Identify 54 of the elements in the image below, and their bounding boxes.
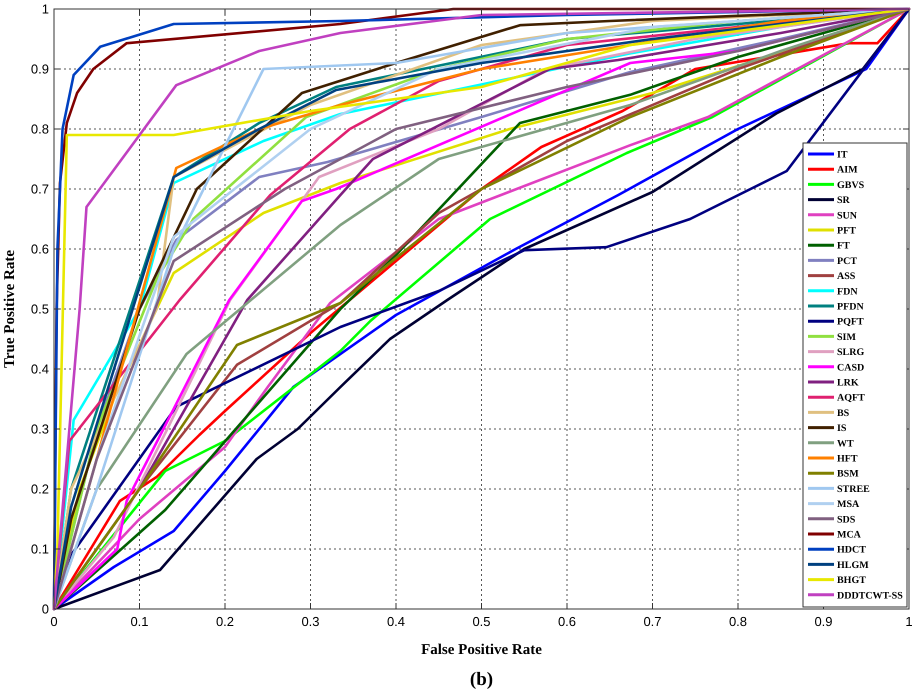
y-axis-title: True Positive Rate [2,250,18,368]
x-tick-label: 0.9 [814,614,833,629]
y-tick-label: 0 [42,602,49,617]
x-tick-label: 0.4 [386,614,406,629]
y-tick-label: 0.6 [30,242,49,257]
y-tick-label: 0.5 [30,302,49,317]
legend-label: PQFT [837,316,864,328]
legend-label: GBVS [837,180,865,191]
legend-label: FT [837,240,850,252]
text: (b) [470,669,494,690]
legend-label: DDDTCWT-SS [837,590,904,602]
legend-label: IT [837,150,848,160]
y-tick-label: 0.1 [30,542,49,557]
legend-label: FDN [837,286,858,298]
legend-label: SUN [837,210,858,222]
legend-label: STREE [837,484,870,495]
legend-label: PCT [837,256,858,267]
legend-label: AQFT [837,392,866,404]
x-tick-label: 0.2 [216,614,234,629]
y-tick-label: 0.8 [30,122,49,137]
legend-label: AIM [837,164,858,176]
legend-label: ASS [837,271,856,282]
legend-label: BS [837,408,850,419]
x-tick-label: 1 [905,614,913,629]
legend-label: BHGT [837,575,866,586]
legend-label: HFT [837,454,858,464]
legend-label: SIM [837,332,856,343]
legend-label: PFDN [837,302,864,312]
x-tick-label: 0.8 [728,614,748,629]
legend-label: LRK [837,378,859,388]
legend-label: SR [837,195,851,206]
x-tick-label: 0.6 [558,614,576,629]
x-tick-label: 0.7 [643,614,662,629]
legend-label: WT [837,438,854,450]
x-tick-label: 0.1 [130,614,149,629]
y-tick-label: 0.4 [30,362,49,377]
y-tick-label: 0.9 [30,62,49,77]
legend-label: PFT [837,226,856,236]
y-tick-label: 0.2 [30,482,49,497]
legend-label: MSA [837,499,860,510]
legend-label: HDCT [837,544,866,556]
legend-label: HLGM [837,560,870,571]
legend-label: IS [837,423,847,434]
x-tick-label: 0.5 [472,614,491,629]
y-tick-label: 0.7 [30,182,49,197]
y-tick-label: 0.3 [30,422,49,437]
legend-label: SLRG [837,347,864,358]
legend-label: BSM [837,468,860,480]
x-axis-title: False Positive Rate [421,642,542,658]
legend-label: SDS [837,514,856,526]
legend-label: CASD [837,362,864,374]
y-tick-label: 1 [42,2,49,17]
x-tick-label: 0.3 [301,614,320,629]
legend-label: MCA [837,530,862,540]
